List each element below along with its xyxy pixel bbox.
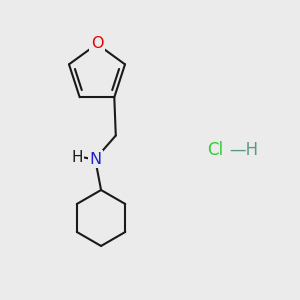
- Text: O: O: [91, 37, 103, 52]
- Text: H: H: [72, 150, 83, 165]
- Text: Cl: Cl: [207, 141, 223, 159]
- Text: N: N: [89, 152, 101, 166]
- Text: —H: —H: [230, 141, 259, 159]
